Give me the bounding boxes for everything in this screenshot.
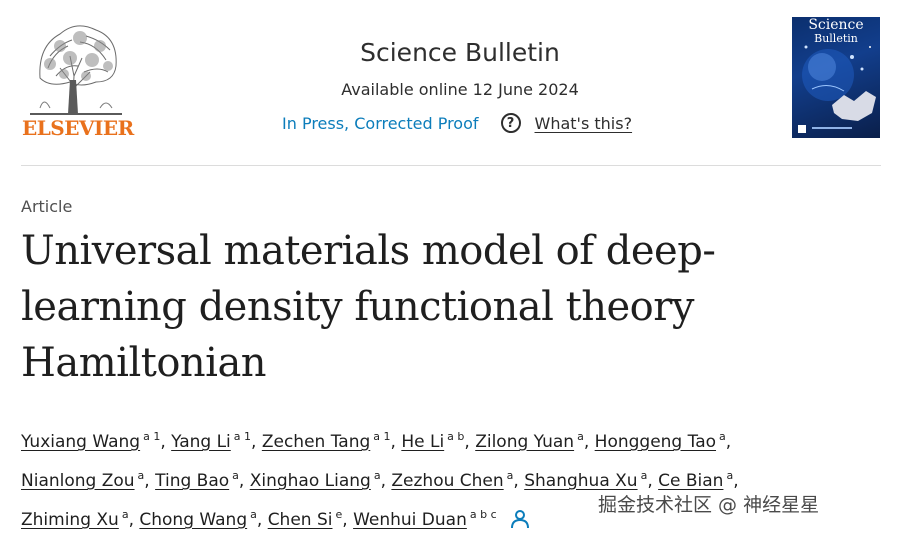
author-item[interactable]: Yuxiang Wang a 1, xyxy=(21,430,166,452)
cover-title-line2: Bulletin xyxy=(814,32,858,45)
article-title: Universal materials model of deep- learn… xyxy=(21,223,781,391)
article-title-line: learning density functional theory xyxy=(21,284,694,330)
elsevier-logo[interactable] xyxy=(20,16,132,140)
author-item[interactable]: Zechen Tang a 1, xyxy=(261,430,396,452)
elsevier-wordmark: ELSEVIER xyxy=(22,116,134,140)
author-item[interactable]: Yang Li a 1, xyxy=(171,430,257,452)
article-title-line: Universal materials model of deep- xyxy=(21,228,716,274)
article-header: ELSEVIER Science Bulletin Available onli… xyxy=(0,0,900,166)
journal-title[interactable]: Science Bulletin xyxy=(360,38,560,67)
author-item[interactable]: Nianlong Zou a, xyxy=(21,469,150,491)
author-item[interactable]: Chen Si e, xyxy=(267,508,348,530)
article-title-line: Hamiltonian xyxy=(21,340,267,386)
author-item[interactable]: Shanghua Xu a, xyxy=(524,469,653,491)
author-item[interactable]: He Li a b, xyxy=(401,430,470,452)
whats-this-link[interactable]: What's this? xyxy=(534,113,633,133)
elsevier-tree-icon xyxy=(30,25,122,115)
header-divider xyxy=(21,165,881,166)
author-line: Yuxiang Wang a 1, Yang Li a 1, Zechen Tang… xyxy=(21,420,891,459)
question-circle-icon[interactable]: ? xyxy=(500,113,521,133)
author-item[interactable]: Ting Bao a, xyxy=(155,469,245,491)
journal-cover-image[interactable]: Science Bulletin xyxy=(792,17,880,138)
cover-artwork xyxy=(798,45,876,133)
in-press-status: In Press, Corrected Proof xyxy=(282,113,479,133)
person-icon[interactable] xyxy=(510,507,530,541)
author-item[interactable]: Wenhui Duan a b c xyxy=(353,508,497,530)
status-row: In Press, Corrected Proof ? What's this? xyxy=(282,110,632,136)
author-item[interactable]: Ce Bian a, xyxy=(658,469,739,491)
author-item[interactable]: Chong Wang a, xyxy=(139,508,263,530)
cover-title: Science Bulletin xyxy=(796,17,876,45)
author-line: Nianlong Zou a, Ting Bao a, Xinghao Liang a… xyxy=(21,459,891,498)
author-item[interactable]: Zezhou Chen a, xyxy=(391,469,519,491)
available-online-date: Available online 12 June 2024 xyxy=(341,80,579,99)
author-item[interactable]: Zilong Yuan a, xyxy=(475,430,590,452)
author-line: Zhiming Xu a, Chong Wang a, Chen Si e, Wenh… xyxy=(21,498,891,541)
watermark-text: 掘金技术社区 @ 神经星星 xyxy=(598,494,820,516)
author-item[interactable]: Xinghao Liang a, xyxy=(249,469,386,491)
author-list: Yuxiang Wang a 1, Yang Li a 1, Zechen Tang… xyxy=(21,420,891,541)
author-item[interactable]: Zhiming Xu a, xyxy=(21,508,134,530)
cover-title-line1: Science xyxy=(808,17,864,33)
author-item[interactable]: Honggeng Tao a, xyxy=(594,430,732,452)
article-type-label: Article xyxy=(21,197,73,216)
